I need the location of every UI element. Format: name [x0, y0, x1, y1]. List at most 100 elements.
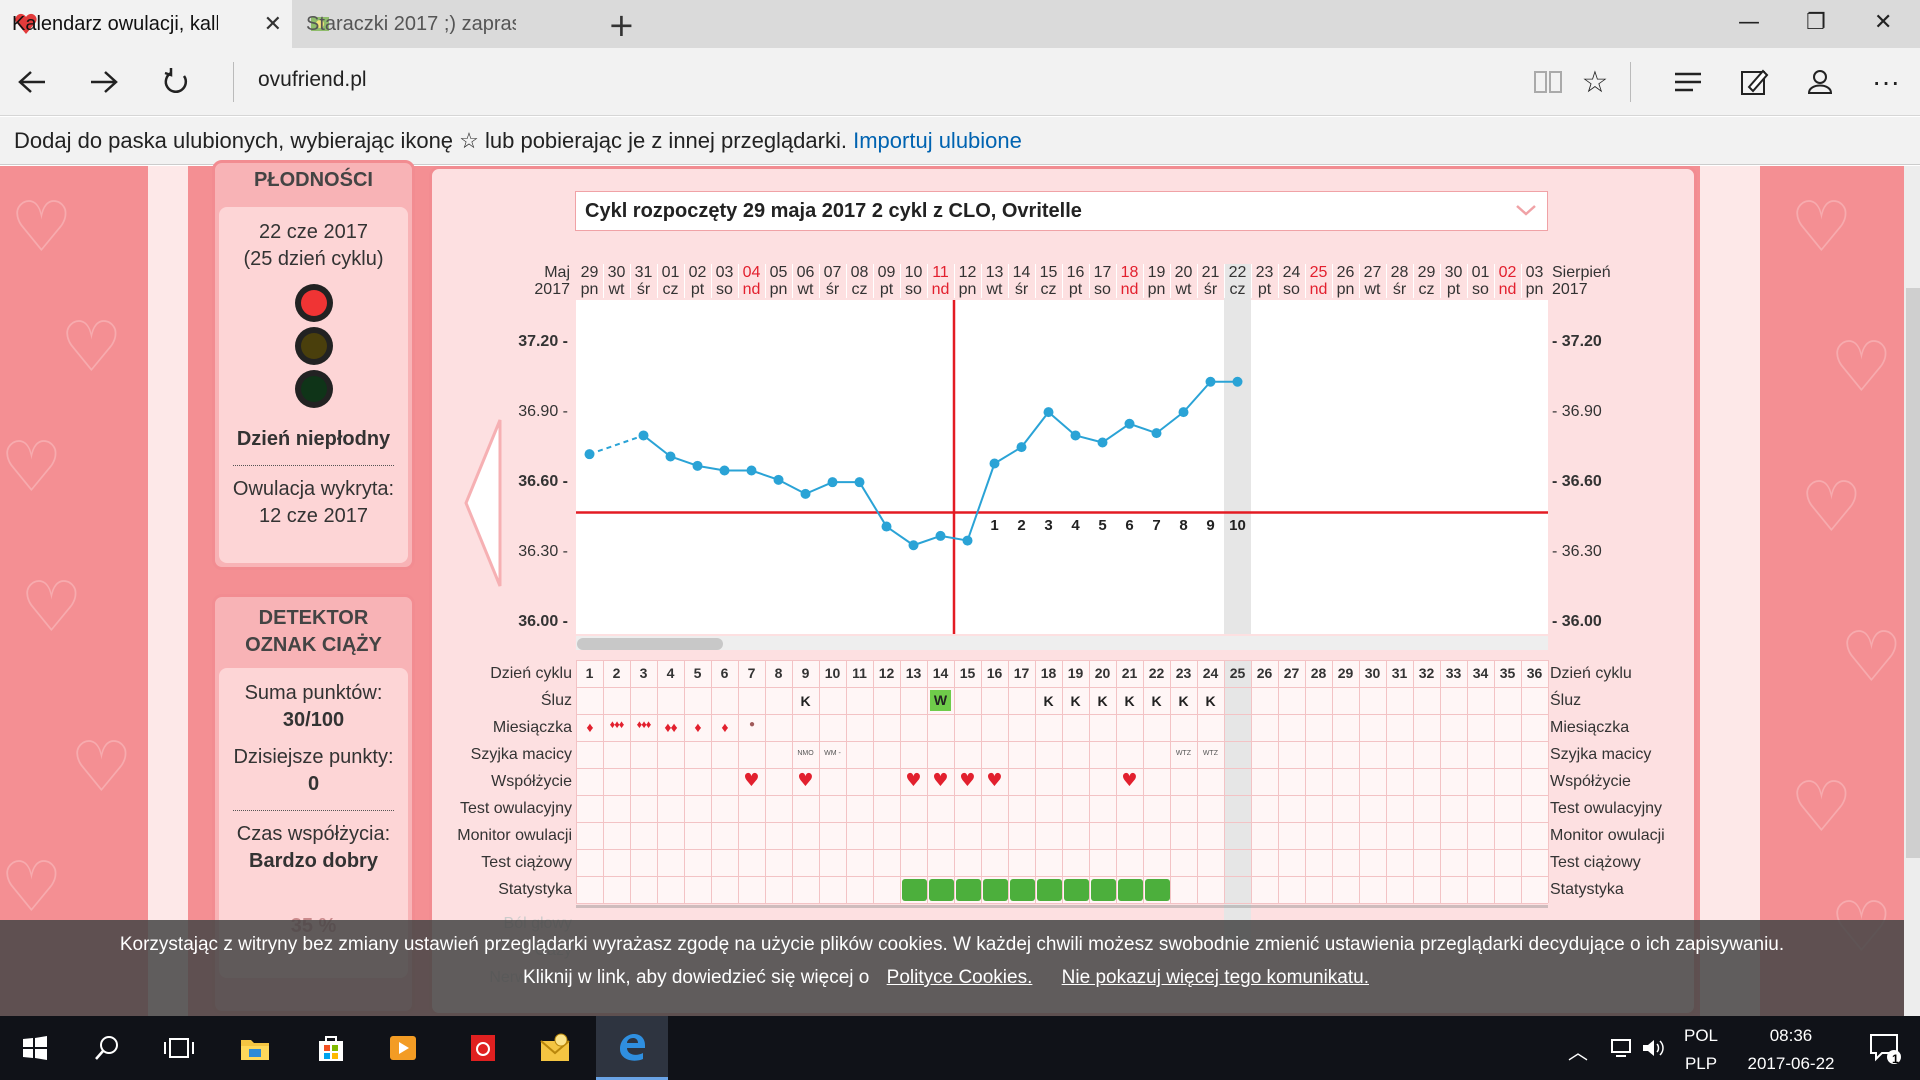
mucus-cell[interactable]: K — [1043, 693, 1054, 709]
media-player-icon[interactable] — [368, 1016, 438, 1080]
cycle-day-cell: 9 — [801, 665, 810, 681]
mucus-cell[interactable]: K — [800, 693, 811, 709]
dismiss-cookie-link[interactable]: Nie pokazuj więcej tego komunikatu. — [1061, 967, 1369, 988]
heart-icon[interactable]: ♥ — [1121, 770, 1138, 791]
new-tab-icon[interactable]: + — [608, 6, 635, 44]
fertility-title: PŁODNOŚCI — [254, 169, 373, 191]
minimize-icon[interactable]: — — [1738, 10, 1760, 35]
row-label-right: Test owulacyjny — [1550, 800, 1663, 817]
day-divider — [711, 264, 712, 298]
day-divider — [1170, 264, 1171, 298]
weekday-label: pt — [1446, 281, 1461, 298]
clock[interactable]: 08:36 2017-06-22 — [1736, 1026, 1846, 1074]
network-icon[interactable] — [1608, 1016, 1638, 1080]
cervix-cell[interactable]: WTZ — [1175, 750, 1192, 757]
mucus-cell[interactable]: K — [1070, 693, 1081, 709]
menstruation-drops-icon[interactable]: ● — [748, 719, 755, 730]
grid-vline — [873, 660, 874, 903]
chart-scroll-thumb[interactable] — [577, 638, 723, 650]
heart-icon[interactable]: ♥ — [797, 770, 814, 791]
menstruation-drops-icon[interactable]: ♦♦♦ — [609, 719, 625, 731]
mucus-watery-cell[interactable]: W — [930, 690, 951, 711]
windows-start-icon[interactable] — [0, 1016, 70, 1080]
grid-vline — [1170, 660, 1171, 903]
mucus-cell[interactable]: K — [1205, 693, 1216, 709]
close-window-icon[interactable]: ✕ — [1874, 10, 1893, 35]
day-number: 11 — [932, 264, 949, 281]
heart-icon[interactable]: ♥ — [959, 770, 976, 791]
menstruation-drops-icon[interactable]: ♦♦♦ — [636, 719, 652, 731]
grid-hline — [576, 714, 1548, 715]
scrollbar-thumb[interactable] — [1906, 288, 1920, 858]
day-number: 09 — [877, 264, 896, 281]
weekday-label: nd — [742, 281, 761, 298]
forward-icon[interactable] — [86, 64, 122, 100]
heart-decoration-icon: ♡ — [70, 726, 133, 808]
day-number: 24 — [1282, 264, 1301, 281]
grid-hline — [576, 687, 1548, 688]
day-number: 10 — [904, 264, 923, 281]
menstruation-drops-icon[interactable]: ♦ — [694, 719, 701, 735]
mucus-cell[interactable]: K — [1151, 693, 1162, 709]
import-favorites-link[interactable]: Importuj ulubione — [853, 128, 1022, 153]
search-icon[interactable] — [72, 1016, 142, 1080]
refresh-icon[interactable] — [158, 64, 194, 100]
heart-icon[interactable]: ♥ — [932, 770, 949, 791]
cervix-cell[interactable]: WTZ — [1202, 750, 1219, 757]
notification-count: 1 — [1892, 1052, 1899, 1066]
back-icon[interactable] — [14, 64, 50, 100]
hub-icon[interactable] — [1670, 64, 1706, 100]
cycle-day-cell: 27 — [1283, 665, 1300, 681]
menstruation-drops-icon[interactable]: ♦ — [721, 719, 728, 735]
mucus-cell[interactable]: K — [1178, 693, 1189, 709]
menstruation-drops-icon[interactable]: ♦♦ — [664, 719, 677, 735]
grid-vline — [603, 660, 604, 903]
chart-scroll-track[interactable] — [576, 636, 1548, 650]
cookie-policy-link[interactable]: Polityce Cookies. — [886, 967, 1033, 988]
day-divider — [1197, 264, 1198, 298]
reading-view-icon[interactable] — [1530, 64, 1566, 100]
current-date: 22 cze 2017 — [259, 221, 368, 243]
cycle-select[interactable]: Cykl rozpoczęty 29 maja 2017 2 cykl z CL… — [575, 191, 1548, 231]
day-divider — [1332, 264, 1333, 298]
statistics-marker-icon — [1064, 879, 1089, 901]
menstruation-drops-icon[interactable]: ♦ — [586, 719, 593, 735]
tab-staraczki[interactable]: Staraczki 2017 ;) zapraszam — [294, 0, 600, 48]
tab-ovufriend[interactable]: Kalendarz owulacji, kalk ✕ — [0, 0, 292, 48]
previous-cycle-arrow-icon[interactable] — [462, 418, 504, 593]
store-icon[interactable] — [296, 1016, 366, 1080]
cycle-day-cell: 3 — [639, 665, 648, 681]
close-tab-icon[interactable]: ✕ — [263, 12, 282, 37]
address-bar[interactable]: ovufriend.pl — [258, 68, 367, 91]
grid-vline — [1224, 660, 1225, 903]
heart-icon[interactable]: ♥ — [743, 770, 760, 791]
more-icon[interactable]: ··· — [1872, 66, 1900, 97]
restore-icon[interactable]: ❐ — [1806, 10, 1826, 35]
file-explorer-icon[interactable] — [220, 1016, 290, 1080]
share-icon[interactable] — [1802, 64, 1838, 100]
grid-vline — [711, 660, 712, 903]
task-view-icon[interactable] — [144, 1016, 214, 1080]
weekday-label: wt — [986, 281, 1003, 298]
weekday-label: pn — [769, 281, 788, 298]
cervix-cell[interactable]: WM - — [824, 750, 841, 757]
cycle-day-cell: 10 — [824, 665, 841, 681]
web-note-icon[interactable] — [1736, 64, 1772, 100]
language-indicator[interactable]: POL PLP — [1684, 1026, 1718, 1074]
mucus-cell[interactable]: K — [1097, 693, 1108, 709]
pdf-app-icon[interactable] — [448, 1016, 518, 1080]
mail-app-icon[interactable] — [520, 1016, 590, 1080]
heart-icon[interactable]: ♥ — [986, 770, 1003, 791]
day-number: 01 — [661, 264, 680, 281]
mucus-cell[interactable]: K — [1124, 693, 1135, 709]
heart-icon[interactable]: ♥ — [905, 770, 922, 791]
tray-chevron-icon[interactable]: ︿ — [1568, 1042, 1588, 1064]
cycle-day-cell: 5 — [693, 665, 702, 681]
volume-icon[interactable] — [1638, 1016, 1668, 1080]
edge-browser-icon[interactable] — [596, 1016, 668, 1080]
cervix-cell[interactable]: NMO — [797, 750, 814, 757]
day-number: 02 — [1498, 264, 1517, 281]
favorite-star-icon[interactable]: ☆ — [1581, 64, 1609, 100]
notifications-icon[interactable]: 1 — [1850, 1016, 1920, 1080]
grid-vline — [927, 660, 928, 903]
